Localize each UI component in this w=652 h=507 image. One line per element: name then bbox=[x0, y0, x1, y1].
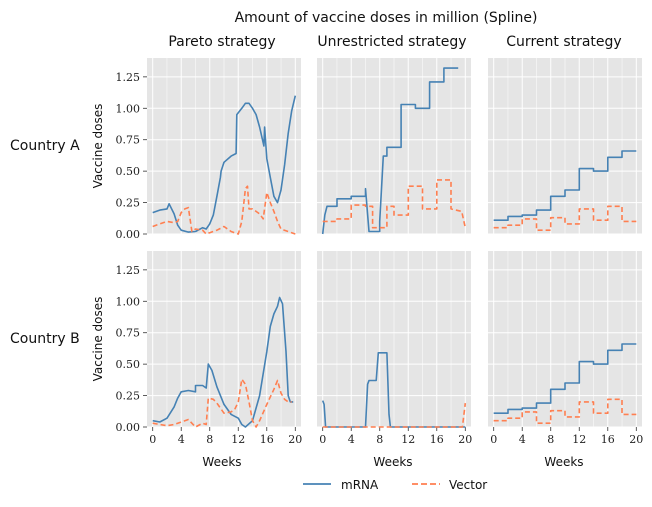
x-tick-label: 4 bbox=[178, 433, 185, 446]
panel-country-b-pareto-strategy: 0.00 0.25 0.50 0.75 1.00 1.25 0 4 8 12 16 20 bbox=[116, 251, 302, 446]
series-line-mrna bbox=[321, 67, 459, 235]
series-line-vector bbox=[493, 398, 637, 424]
x-tick-label: 8 bbox=[376, 433, 383, 446]
x-tick-label: 0 bbox=[490, 433, 497, 446]
series-line-mrna bbox=[152, 95, 297, 233]
panel-country-a-unrestricted-strategy bbox=[317, 58, 471, 235]
row-title-country-b: Country B bbox=[10, 331, 80, 347]
y-tick-label: 1.25 bbox=[116, 264, 141, 277]
x-tick-label: 20 bbox=[458, 433, 472, 446]
series-line-mrna bbox=[493, 150, 637, 221]
panel-country-b-unrestricted-strategy: 0 4 8 12 16 20 bbox=[317, 251, 472, 446]
y-axis-label-row-b: Vaccine doses bbox=[91, 297, 105, 382]
series-line-vector bbox=[322, 179, 467, 229]
x-axis-label-current: Weeks bbox=[544, 455, 583, 469]
series-line-mrna bbox=[321, 352, 466, 428]
y-tick-label: 0.00 bbox=[116, 228, 141, 241]
x-tick-label: 20 bbox=[629, 433, 643, 446]
y-tick-label: 0.75 bbox=[116, 327, 141, 340]
x-tick-label: 8 bbox=[206, 433, 213, 446]
x-tick-label: 16 bbox=[260, 433, 274, 446]
series-line-vector bbox=[152, 378, 292, 428]
panel-country-a-current-strategy bbox=[488, 58, 642, 235]
legend-label-mrna: mRNA bbox=[341, 478, 379, 492]
legend-label-vector: Vector bbox=[449, 478, 487, 492]
x-tick-label: 12 bbox=[231, 433, 245, 446]
y-tick-label: 0.25 bbox=[116, 197, 141, 210]
x-axis-label-unrestricted: Weeks bbox=[373, 455, 412, 469]
series-line-mrna bbox=[152, 296, 294, 428]
x-tick-label: 0 bbox=[319, 433, 326, 446]
row-title-country-a: Country A bbox=[10, 138, 80, 154]
y-tick-label: 1.25 bbox=[116, 71, 141, 84]
y-tick-label: 0.25 bbox=[116, 390, 141, 403]
y-tick-label: 1.00 bbox=[116, 295, 141, 308]
x-tick-label: 8 bbox=[547, 433, 554, 446]
y-tick-label: 0.50 bbox=[116, 358, 141, 371]
series-line-vector bbox=[322, 403, 467, 428]
x-tick-label: 12 bbox=[401, 433, 415, 446]
x-tick-label: 0 bbox=[149, 433, 156, 446]
series-line-mrna bbox=[493, 343, 637, 414]
x-tick-label: 4 bbox=[519, 433, 526, 446]
series-line-vector bbox=[152, 185, 296, 235]
y-tick-label: 1.00 bbox=[116, 102, 141, 115]
series-line-vector bbox=[493, 205, 637, 231]
x-tick-label: 20 bbox=[288, 433, 302, 446]
x-axis-label-pareto: Weeks bbox=[202, 455, 241, 469]
panel-country-b-current-strategy: 0 4 8 12 16 20 bbox=[488, 251, 643, 446]
y-axis-label-row-a: Vaccine doses bbox=[91, 104, 105, 189]
x-tick-label: 12 bbox=[572, 433, 586, 446]
column-title-unrestricted: Unrestricted strategy bbox=[317, 34, 466, 50]
x-tick-label: 16 bbox=[430, 433, 444, 446]
y-tick-label: 0.75 bbox=[116, 134, 141, 147]
column-title-pareto: Pareto strategy bbox=[168, 34, 275, 50]
x-tick-label: 16 bbox=[601, 433, 615, 446]
x-tick-label: 4 bbox=[348, 433, 355, 446]
column-title-current: Current strategy bbox=[506, 34, 621, 50]
chart-panels: 0.00 0.25 0.50 0.75 1.00 1.25 0.00 0.25 0.50 0.75… bbox=[116, 58, 643, 446]
y-tick-label: 0.50 bbox=[116, 165, 141, 178]
y-tick-label: 0.00 bbox=[116, 421, 141, 434]
panel-country-a-pareto-strategy: 0.00 0.25 0.50 0.75 1.00 1.25 bbox=[116, 58, 301, 241]
legend: mRNA Vector bbox=[303, 478, 487, 492]
figure-title: Amount of vaccine doses in million (Spli… bbox=[235, 10, 538, 26]
